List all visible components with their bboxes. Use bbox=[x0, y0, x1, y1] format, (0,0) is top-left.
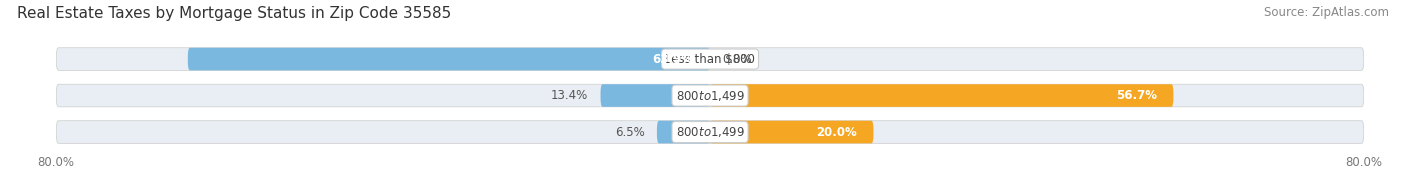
Text: $800 to $1,499: $800 to $1,499 bbox=[675, 89, 745, 103]
Text: 13.4%: 13.4% bbox=[551, 89, 588, 102]
FancyBboxPatch shape bbox=[710, 121, 873, 143]
Text: 6.5%: 6.5% bbox=[614, 126, 644, 138]
FancyBboxPatch shape bbox=[710, 84, 1174, 107]
Text: 56.7%: 56.7% bbox=[1116, 89, 1157, 102]
Text: $800 to $1,499: $800 to $1,499 bbox=[675, 125, 745, 139]
FancyBboxPatch shape bbox=[56, 48, 1364, 70]
FancyBboxPatch shape bbox=[56, 84, 1364, 107]
FancyBboxPatch shape bbox=[657, 121, 710, 143]
FancyBboxPatch shape bbox=[600, 84, 710, 107]
Text: 20.0%: 20.0% bbox=[817, 126, 858, 138]
Text: 63.9%: 63.9% bbox=[652, 53, 693, 66]
Text: Source: ZipAtlas.com: Source: ZipAtlas.com bbox=[1264, 6, 1389, 19]
Text: Real Estate Taxes by Mortgage Status in Zip Code 35585: Real Estate Taxes by Mortgage Status in … bbox=[17, 6, 451, 21]
FancyBboxPatch shape bbox=[56, 121, 1364, 143]
Text: 0.0%: 0.0% bbox=[723, 53, 752, 66]
FancyBboxPatch shape bbox=[188, 48, 710, 70]
Text: Less than $800: Less than $800 bbox=[665, 53, 755, 66]
